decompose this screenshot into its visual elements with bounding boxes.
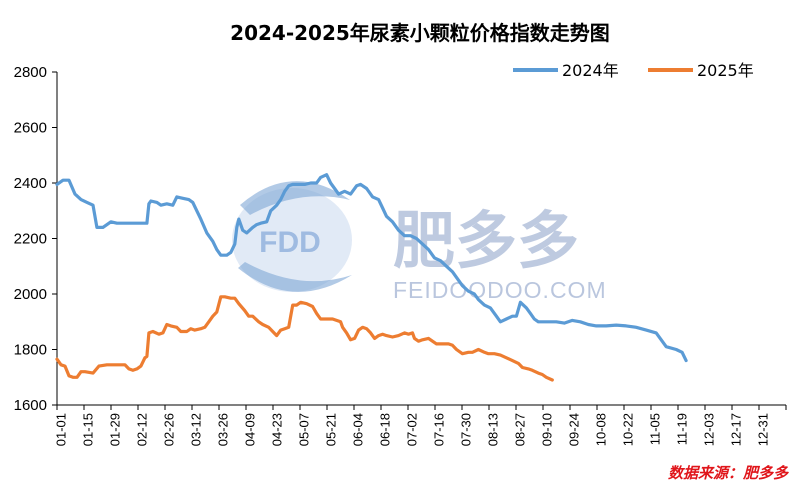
x-tick-label: 08-13 bbox=[485, 413, 500, 446]
x-tick-label: 05-07 bbox=[296, 413, 311, 446]
y-tick-label: 2800 bbox=[14, 64, 47, 81]
source-note: 数据来源：肥多多 bbox=[668, 464, 789, 482]
x-tick-label: 08-27 bbox=[512, 413, 527, 446]
x-tick-label: 04-23 bbox=[269, 413, 284, 446]
watermark-logo-icon bbox=[232, 181, 352, 292]
x-tick-label: 12-17 bbox=[728, 413, 743, 446]
x-tick-label: 07-02 bbox=[404, 413, 419, 446]
legend: 2024年 2025年 bbox=[513, 61, 754, 80]
y-tick-label: 2600 bbox=[14, 120, 47, 137]
legend-label-2025: 2025年 bbox=[697, 61, 754, 80]
y-tick-label: 2000 bbox=[14, 286, 47, 303]
y-tick-label: 1600 bbox=[14, 397, 47, 414]
x-tick-label: 01-15 bbox=[80, 413, 95, 446]
y-axis: 1600 1800 2000 2200 2400 2600 2800 bbox=[14, 64, 58, 414]
x-tick-label: 02-26 bbox=[161, 413, 176, 446]
x-tick-label: 03-26 bbox=[215, 413, 230, 446]
x-tick-label: 12-03 bbox=[701, 413, 716, 446]
x-tick-label: 11-19 bbox=[674, 413, 689, 445]
y-tick-label: 2400 bbox=[14, 175, 47, 192]
chart-title: 2024-2025年尿素小颗粒价格指数走势图 bbox=[230, 21, 610, 45]
x-tick-label: 07-16 bbox=[431, 413, 446, 446]
legend-item-2024[interactable]: 2024年 bbox=[513, 61, 619, 80]
watermark: FDD 肥多多 FEIDOODOO.COM bbox=[232, 181, 607, 303]
x-tick-label: 07-30 bbox=[458, 413, 473, 446]
x-tick-label: 02-12 bbox=[134, 413, 149, 446]
x-tick-label: 01-29 bbox=[107, 413, 122, 446]
watermark-url: FEIDOODOO.COM bbox=[393, 277, 607, 303]
x-axis: 01-01 01-15 01-29 02-12 02-26 03-12 03-26 04-09… bbox=[53, 404, 787, 446]
x-tick-label: 10-08 bbox=[593, 413, 608, 446]
x-tick-label: 06-04 bbox=[350, 413, 365, 446]
series-line-2025[interactable] bbox=[55, 295, 554, 382]
x-tick-label: 05-21 bbox=[323, 413, 338, 446]
watermark-brand: 肥多多 bbox=[393, 204, 579, 277]
watermark-logo-text: FDD bbox=[259, 226, 321, 259]
series-layer bbox=[55, 173, 688, 382]
y-tick-label: 2200 bbox=[14, 231, 47, 248]
x-tick-label: 09-24 bbox=[566, 413, 581, 446]
y-tick-label: 1800 bbox=[14, 342, 47, 359]
x-tick-label: 06-18 bbox=[377, 413, 392, 446]
series-line-2024[interactable] bbox=[55, 173, 688, 363]
x-tick-label: 01-01 bbox=[53, 413, 68, 446]
x-tick-label: 10-22 bbox=[620, 413, 635, 446]
x-tick-label: 09-10 bbox=[539, 413, 554, 446]
x-tick-label: 03-12 bbox=[188, 413, 203, 446]
x-tick-label: 11-05 bbox=[647, 413, 662, 445]
x-tick-label: 04-09 bbox=[242, 413, 257, 446]
legend-item-2025[interactable]: 2025年 bbox=[648, 61, 754, 80]
legend-label-2024: 2024年 bbox=[562, 61, 619, 80]
x-tick-label: 12-31 bbox=[755, 413, 770, 446]
